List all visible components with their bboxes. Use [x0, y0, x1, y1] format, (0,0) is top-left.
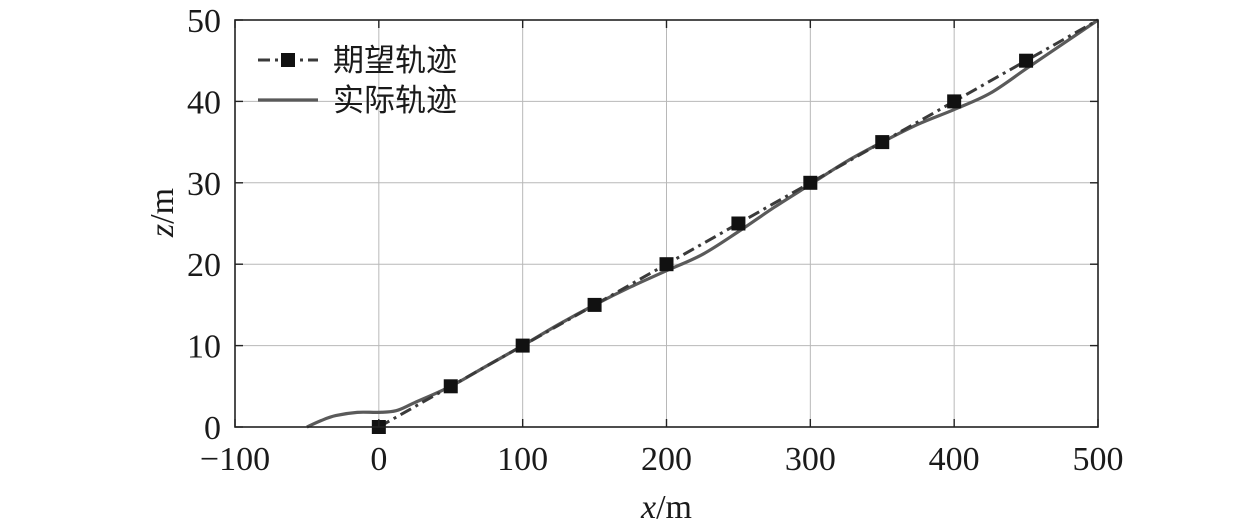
data-point-desired	[659, 257, 674, 272]
y-axis-variable: z	[144, 224, 181, 238]
legend-item-actual: 实际轨迹	[258, 83, 457, 119]
axis-ticks	[234, 19, 1099, 428]
grid-lines	[234, 19, 1099, 428]
legend-marker-desired	[281, 53, 295, 67]
x-axis-unit: /m	[656, 489, 692, 526]
y-axis-label: z/m	[144, 188, 181, 238]
data-point-desired	[587, 297, 602, 312]
x-tick-label: 200	[641, 441, 692, 478]
x-tick-label: 100	[497, 441, 548, 478]
data-point-desired	[947, 94, 962, 109]
x-tick-label: 400	[929, 441, 980, 478]
y-tick-label: 10	[187, 329, 221, 366]
legend-label-actual: 实际轨迹	[333, 83, 457, 119]
y-axis-unit: /m	[144, 188, 181, 224]
data-point-desired	[443, 379, 458, 394]
data-point-desired	[515, 338, 530, 353]
y-tick-label: 30	[187, 166, 221, 203]
x-axis-label: x/m	[640, 489, 692, 526]
x-tick-label: 300	[785, 441, 836, 478]
legend-label-desired: 期望轨迹	[333, 43, 457, 79]
y-tick-label: 50	[187, 3, 221, 40]
data-point-desired	[803, 175, 818, 190]
y-tick-label: 0	[204, 410, 221, 447]
y-tick-labels: 0 10 20 30 40 50	[187, 3, 221, 447]
x-tick-label: 0	[370, 441, 387, 478]
x-tick-label: −100	[200, 441, 270, 478]
legend-item-desired: 期望轨迹	[258, 43, 457, 79]
y-tick-label: 40	[187, 84, 221, 121]
x-tick-labels: −100 0 100 200 300 400 500	[200, 441, 1124, 478]
series-line-actual	[306, 18, 1099, 429]
data-point-desired	[875, 135, 890, 150]
data-point-desired	[731, 216, 746, 231]
y-tick-label: 20	[187, 247, 221, 284]
series-layer	[306, 18, 1099, 434]
legend: 期望轨迹 实际轨迹	[258, 43, 457, 119]
data-point-desired	[1019, 53, 1034, 68]
x-axis-variable: x	[640, 489, 656, 526]
x-tick-label: 500	[1073, 441, 1124, 478]
